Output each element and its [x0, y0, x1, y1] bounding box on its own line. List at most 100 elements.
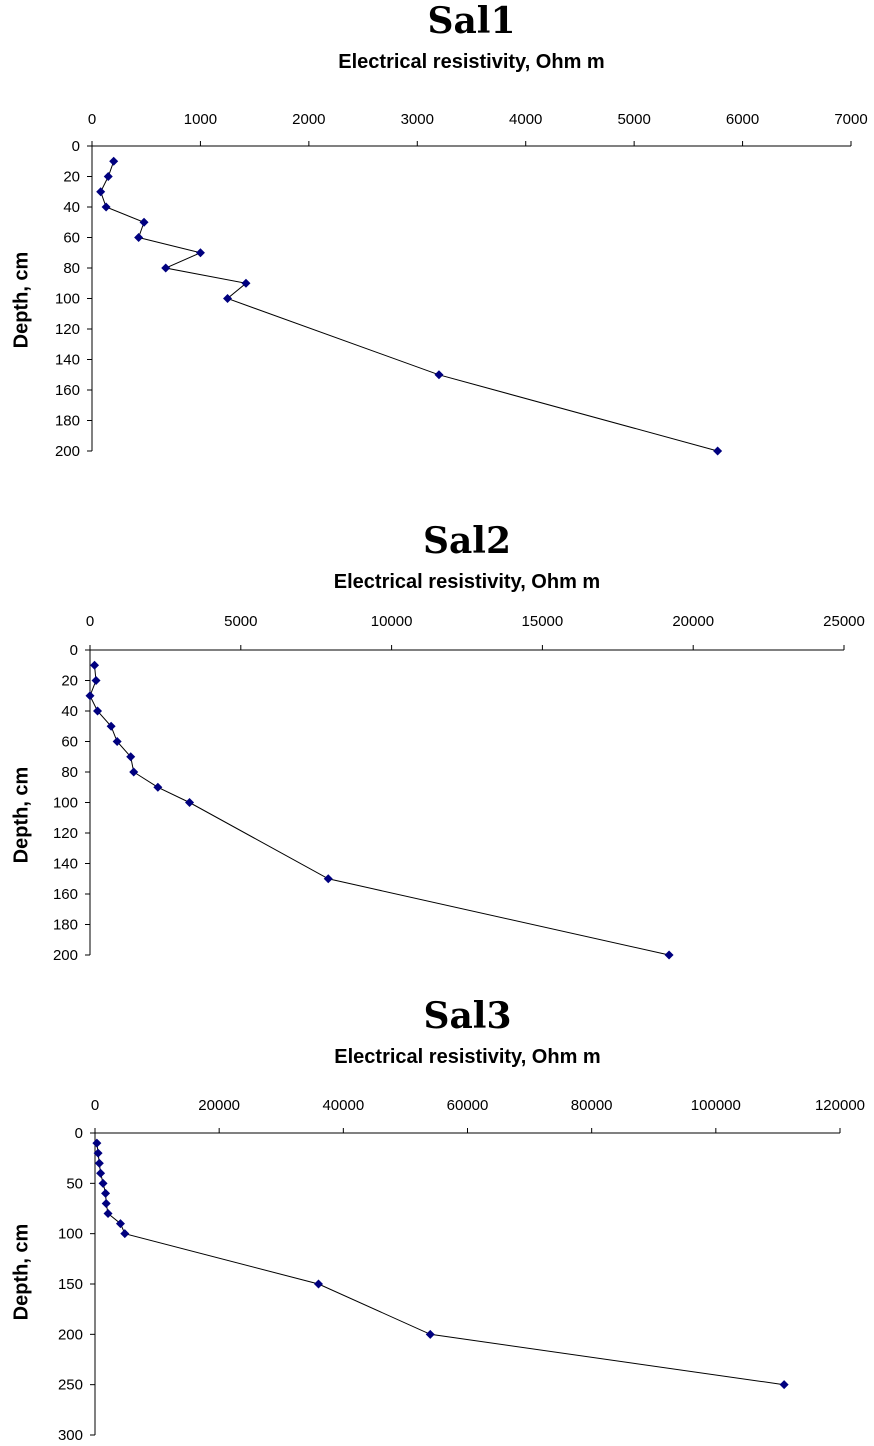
data-point-marker	[103, 172, 113, 181]
x-tick-label: 4000	[509, 111, 542, 128]
x-tick-label: 2000	[292, 111, 325, 128]
y-axis-title: Depth, cm	[10, 252, 32, 349]
x-tick-label: 0	[86, 613, 94, 630]
series-line	[100, 161, 718, 452]
x-tick-label: 20000	[672, 613, 714, 630]
data-point-marker	[434, 370, 444, 380]
data-point-marker	[90, 660, 100, 670]
y-tick-label: 60	[61, 734, 78, 751]
data-point-marker	[96, 1168, 106, 1178]
data-point-marker	[101, 1188, 111, 1198]
y-tick-label: 40	[61, 703, 78, 720]
series-line	[89, 665, 670, 956]
y-tick-label: 100	[58, 1226, 83, 1243]
chart-title: Sal3	[423, 995, 511, 1037]
y-tick-label: 40	[63, 199, 80, 216]
chart-sal2: Sal2 Electrical resistivity, Ohm m Depth, …	[10, 520, 865, 964]
data-point-marker	[126, 752, 136, 762]
x-tick-label: 60000	[447, 1097, 489, 1114]
data-point-marker	[161, 263, 171, 273]
data-point-marker	[129, 767, 139, 777]
data-point-marker	[92, 1138, 102, 1148]
chart-title: Sal2	[423, 520, 511, 562]
x-tick-label: 15000	[522, 613, 564, 630]
chart-sal1: Sal1 Electrical resistivity, Ohm m Depth, …	[10, 0, 867, 460]
y-tick-label: 140	[53, 856, 78, 873]
y-tick-label: 80	[61, 764, 78, 781]
data-point-marker	[185, 798, 195, 807]
y-tick-label: 180	[53, 917, 78, 934]
data-point-marker	[664, 950, 674, 960]
y-tick-label: 140	[55, 352, 80, 369]
x-tick-label: 10000	[371, 613, 413, 630]
y-tick-label: 100	[55, 291, 80, 308]
x-tick-label: 100000	[691, 1097, 741, 1114]
y-tick-label: 60	[63, 230, 80, 247]
x-tick-label: 0	[91, 1097, 99, 1114]
y-tick-label: 150	[58, 1276, 83, 1293]
data-point-marker	[314, 1279, 323, 1289]
y-tick-label: 160	[55, 382, 80, 399]
y-tick-label: 100	[53, 795, 78, 812]
x-tick-label: 1000	[184, 111, 217, 128]
y-tick-label: 160	[53, 886, 78, 903]
x-tick-label: 20000	[198, 1097, 240, 1114]
data-point-marker	[323, 874, 333, 884]
data-point-marker	[106, 721, 116, 731]
y-tick-label: 0	[75, 1125, 83, 1142]
data-point-marker	[101, 202, 111, 212]
y-axis-title: Depth, cm	[10, 767, 32, 864]
y-tick-label: 0	[72, 138, 80, 155]
series-line	[96, 1143, 785, 1386]
y-tick-label: 20	[61, 673, 78, 690]
data-point-marker	[112, 737, 122, 746]
y-tick-label: 120	[55, 321, 80, 338]
x-tick-label: 3000	[401, 111, 434, 128]
x-axis-title: Electrical resistivity, Ohm m	[334, 1046, 600, 1068]
data-point-marker	[713, 446, 723, 456]
data-point-marker	[139, 217, 149, 227]
data-point-marker	[103, 1209, 113, 1219]
data-point-marker	[101, 1198, 111, 1208]
chart-sal3: Sal3 Electrical resistivity, Ohm m Depth, …	[10, 995, 865, 1444]
x-tick-label: 6000	[726, 111, 759, 128]
data-point-marker	[195, 248, 205, 258]
x-axis-title: Electrical resistivity, Ohm m	[334, 571, 600, 593]
data-point-marker	[115, 1219, 125, 1229]
x-tick-label: 120000	[815, 1097, 865, 1114]
y-axis-title: Depth, cm	[10, 1224, 32, 1321]
x-axis-title: Electrical resistivity, Ohm m	[338, 51, 604, 73]
y-tick-label: 250	[58, 1377, 83, 1394]
y-tick-label: 0	[70, 642, 78, 659]
data-point-marker	[241, 278, 251, 288]
data-point-marker	[93, 1148, 103, 1158]
y-tick-label: 120	[53, 825, 78, 842]
x-tick-label: 7000	[834, 111, 867, 128]
data-point-marker	[96, 187, 106, 197]
data-point-marker	[223, 294, 233, 303]
chart-title: Sal1	[427, 0, 515, 42]
x-tick-label: 0	[88, 111, 96, 128]
x-tick-label: 25000	[823, 613, 865, 630]
x-tick-label: 40000	[322, 1097, 364, 1114]
data-point-marker	[85, 691, 95, 701]
data-point-marker	[134, 233, 144, 242]
data-point-marker	[120, 1229, 130, 1239]
y-tick-label: 50	[66, 1175, 83, 1192]
y-tick-label: 80	[63, 260, 80, 277]
data-point-marker	[109, 156, 119, 166]
y-tick-label: 200	[55, 443, 80, 460]
x-tick-label: 80000	[571, 1097, 613, 1114]
y-tick-label: 20	[63, 169, 80, 186]
y-tick-label: 300	[58, 1427, 83, 1444]
data-point-marker	[779, 1380, 789, 1390]
data-point-marker	[91, 676, 101, 685]
data-point-marker	[153, 782, 163, 792]
data-point-marker	[93, 706, 103, 716]
x-tick-label: 5000	[224, 613, 257, 630]
y-tick-label: 200	[58, 1326, 83, 1343]
y-tick-label: 200	[53, 947, 78, 964]
x-tick-label: 5000	[617, 111, 650, 128]
data-point-marker	[98, 1178, 108, 1188]
